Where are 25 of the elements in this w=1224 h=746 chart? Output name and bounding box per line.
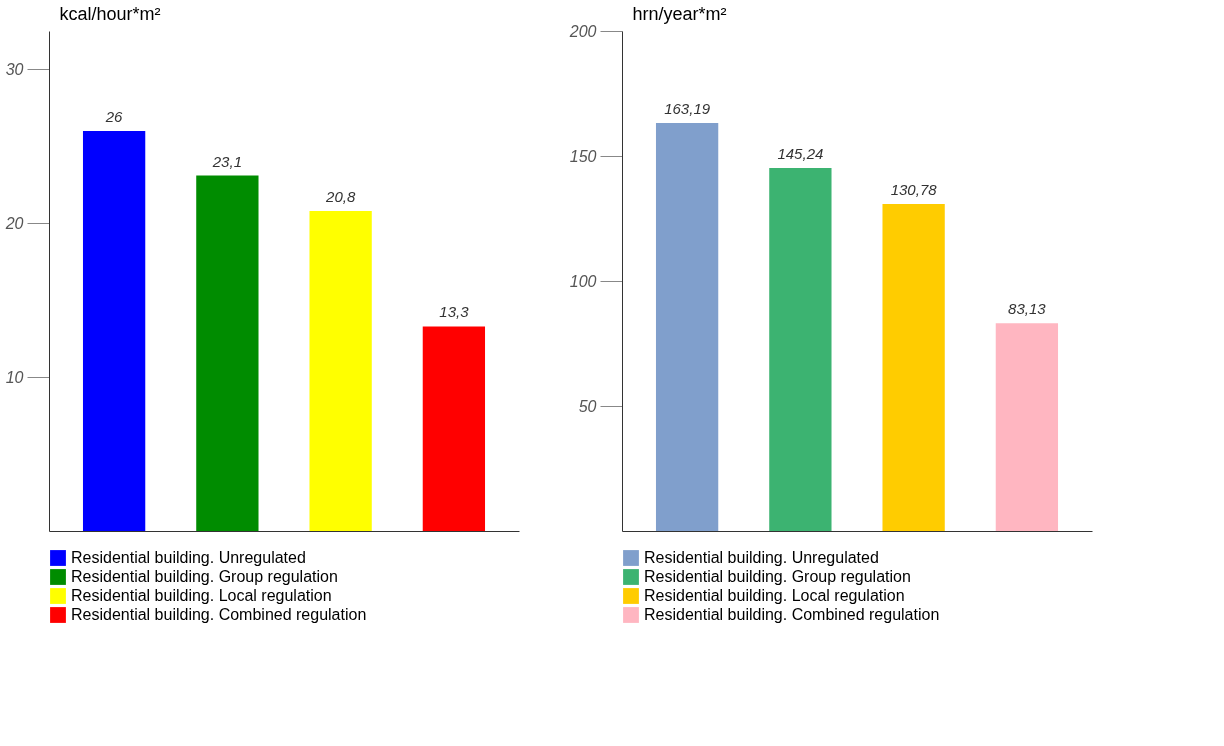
y-tick-label: 100 <box>569 272 597 290</box>
data-label: 13,3 <box>439 303 470 321</box>
legend-label: Residential building. Local regulation <box>644 587 905 604</box>
legend-label: Residential building. Local regulation <box>71 587 332 604</box>
legend-label: Residential building. Unregulated <box>644 549 879 566</box>
y-tick-label: 200 <box>568 22 597 40</box>
data-label: 20,8 <box>325 188 356 205</box>
y-axis-title: kcal/hour*m² <box>59 3 161 24</box>
legend-label: Residential building. Combined regulation <box>71 606 367 623</box>
data-label: 130,78 <box>890 181 938 199</box>
data-label: 163,19 <box>664 100 711 118</box>
legend-label: Residential building. Combined regulation <box>644 606 940 623</box>
y-tick-label: 30 <box>5 60 24 78</box>
legend-label: Residential building. Unregulated <box>71 549 306 566</box>
data-label: 23,1 <box>211 152 242 170</box>
y-tick-label: 10 <box>5 368 24 386</box>
data-label: 145,24 <box>777 144 824 162</box>
y-tick-label: 50 <box>578 397 597 415</box>
y-tick-label: 150 <box>569 147 597 165</box>
legend-label: Residential building. Group regulation <box>71 568 338 585</box>
data-label: 26 <box>104 108 124 125</box>
y-axis-title: hrn/year*m² <box>632 3 727 24</box>
legend-label: Residential building. Group regulation <box>644 568 911 585</box>
y-tick-label: 20 <box>4 214 24 232</box>
data-label: 83,13 <box>1008 300 1047 318</box>
